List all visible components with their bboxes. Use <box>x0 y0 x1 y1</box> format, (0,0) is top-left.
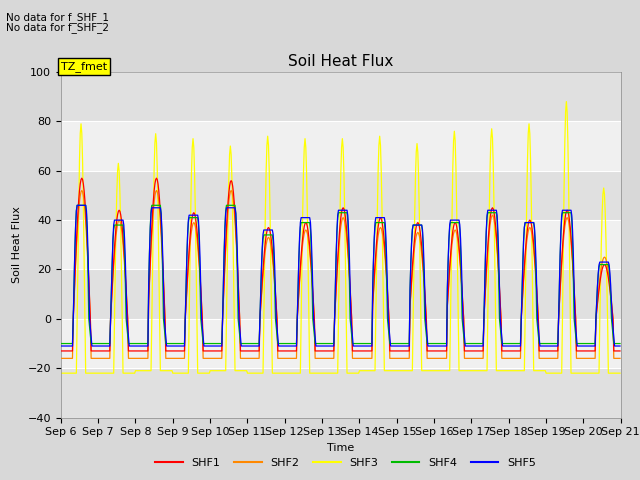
Bar <box>61 121 621 171</box>
Bar <box>61 72 621 121</box>
Text: No data for f_SHF_1: No data for f_SHF_1 <box>6 12 109 23</box>
Text: No data for f_SHF_2: No data for f_SHF_2 <box>6 22 109 33</box>
Bar <box>61 220 621 269</box>
Text: TZ_fmet: TZ_fmet <box>61 61 107 72</box>
Bar <box>61 368 621 418</box>
Bar <box>61 319 621 368</box>
Y-axis label: Soil Heat Flux: Soil Heat Flux <box>12 206 22 283</box>
X-axis label: Time: Time <box>327 443 355 453</box>
Bar <box>61 171 621 220</box>
Legend: SHF1, SHF2, SHF3, SHF4, SHF5: SHF1, SHF2, SHF3, SHF4, SHF5 <box>150 453 541 472</box>
Bar <box>61 269 621 319</box>
Title: Soil Heat Flux: Soil Heat Flux <box>288 54 394 70</box>
